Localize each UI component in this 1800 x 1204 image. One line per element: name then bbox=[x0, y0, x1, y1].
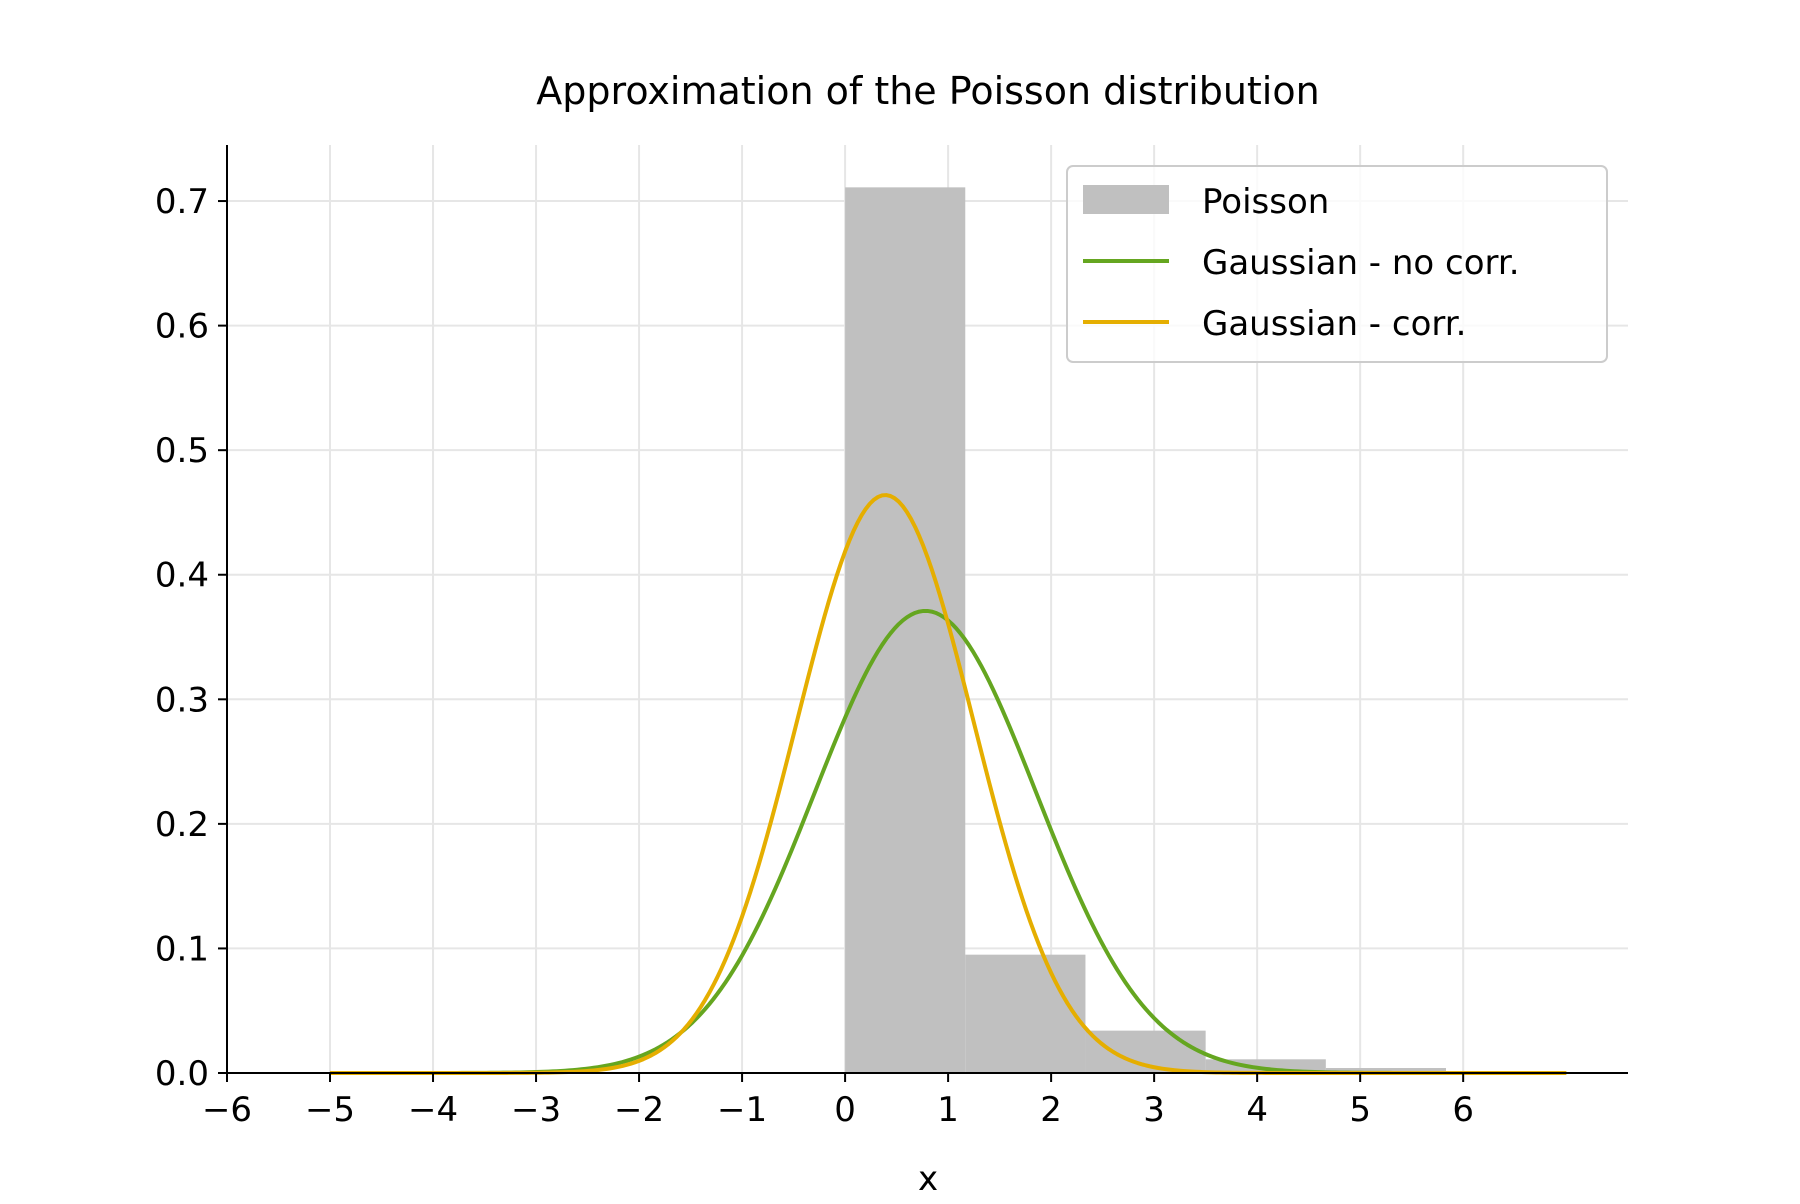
y-tick-label: 0.3 bbox=[155, 680, 209, 720]
x-tick-label: 4 bbox=[1246, 1090, 1268, 1130]
histogram-bar bbox=[965, 954, 1086, 1073]
y-tick-label: 0.1 bbox=[155, 929, 209, 969]
x-tick-label: 0 bbox=[834, 1090, 856, 1130]
x-tick-label: 6 bbox=[1452, 1090, 1474, 1130]
x-tick-label: −1 bbox=[717, 1090, 767, 1130]
histogram-bar bbox=[1325, 1068, 1447, 1073]
histogram-bar bbox=[845, 187, 966, 1073]
y-axis-ticks: 0.0 0.1 0.2 0.3 0.4 0.5 0.6 0.7 bbox=[155, 182, 227, 1094]
x-tick-label: −2 bbox=[614, 1090, 664, 1130]
histogram-bars bbox=[845, 187, 1567, 1073]
x-tick-label: −5 bbox=[305, 1090, 355, 1130]
x-tick-label: −4 bbox=[408, 1090, 458, 1130]
axes bbox=[226, 145, 1628, 1074]
x-axis-ticks: −6 −5 −4 −3 −2 −1 0 1 2 3 4 5 6 bbox=[202, 1073, 1474, 1130]
legend-swatch-poisson bbox=[1083, 185, 1169, 214]
x-tick-label: 3 bbox=[1143, 1090, 1165, 1130]
chart-title: Approximation of the Poisson distributio… bbox=[536, 69, 1319, 113]
y-tick-label: 0.6 bbox=[155, 307, 209, 347]
legend-frame bbox=[1066, 165, 1608, 363]
y-tick-label: 0.4 bbox=[155, 556, 209, 596]
y-tick-label: 0.0 bbox=[155, 1054, 209, 1094]
legend-label-gaussian-no-corr: Gaussian - no corr. bbox=[1202, 243, 1520, 283]
legend-label-poisson: Poisson bbox=[1202, 182, 1329, 222]
y-tick-label: 0.7 bbox=[155, 182, 209, 222]
x-tick-label: 2 bbox=[1040, 1090, 1062, 1130]
x-tick-label: 1 bbox=[937, 1090, 959, 1130]
x-tick-label: 5 bbox=[1349, 1090, 1371, 1130]
y-tick-label: 0.5 bbox=[155, 431, 209, 471]
legend-label-gaussian-corr: Gaussian - corr. bbox=[1202, 304, 1466, 344]
legend: Poisson Gaussian - no corr. Gaussian - c… bbox=[1066, 165, 1608, 363]
y-tick-label: 0.2 bbox=[155, 805, 209, 845]
x-tick-label: −3 bbox=[511, 1090, 561, 1130]
x-axis-label: x bbox=[918, 1159, 938, 1199]
x-tick-label: −6 bbox=[202, 1090, 252, 1130]
